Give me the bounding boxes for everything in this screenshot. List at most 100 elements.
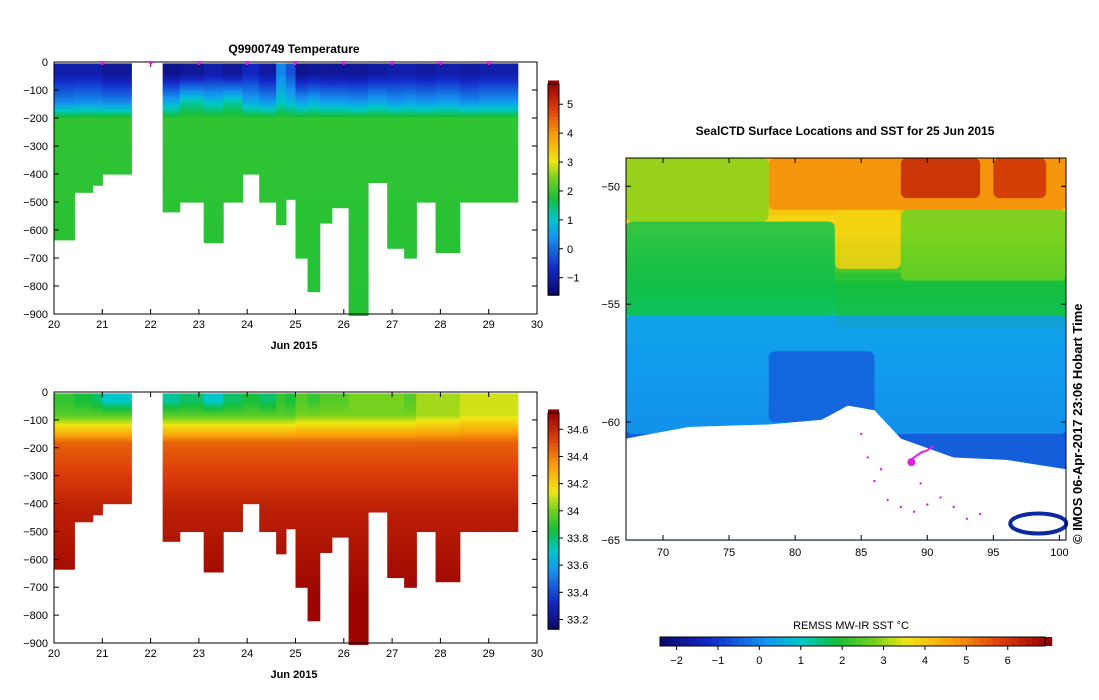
colorbar-cell: [548, 202, 559, 207]
profile-cell: [285, 488, 297, 491]
profile-cell: [416, 102, 437, 105]
profile-column: [102, 393, 132, 505]
profile-cell: [331, 484, 350, 487]
profile-cell: [319, 488, 333, 491]
profile-cell: [203, 524, 224, 527]
profile-cell: [367, 91, 388, 94]
profile-cell: [285, 418, 297, 421]
profile-cell: [435, 147, 461, 150]
profile-cell: [295, 397, 309, 400]
profile-cell: [348, 567, 369, 570]
profile-cell: [54, 168, 75, 171]
profile-cell: [387, 438, 405, 441]
profile-cell: [92, 83, 103, 85]
profile-cell: [416, 120, 437, 123]
profile-cell: [331, 98, 350, 101]
profile-cell: [319, 527, 333, 530]
profile-cell: [331, 74, 350, 77]
profile-cell: [179, 108, 205, 111]
profile-cell: [223, 465, 243, 468]
profile-cell: [276, 405, 287, 408]
profile-cell: [54, 223, 75, 225]
profile-cell: [259, 192, 277, 195]
profile-cell: [276, 101, 287, 104]
profile-cell: [285, 472, 297, 475]
profile-cell: [348, 190, 369, 193]
profile-cell: [295, 196, 309, 199]
profile-cell: [203, 123, 224, 126]
profile-cell: [295, 438, 309, 441]
profile-cell: [367, 120, 388, 123]
profile-cell: [102, 419, 132, 422]
profile-cell: [276, 424, 287, 427]
profile-cell: [92, 80, 103, 83]
profile-cell: [259, 109, 277, 112]
profile-cell: [295, 460, 309, 463]
profile-cell: [54, 449, 75, 452]
profile-cell: [307, 66, 321, 69]
profile-cell: [242, 129, 260, 132]
profile-cell: [459, 113, 480, 116]
profile-cell: [259, 510, 277, 513]
profile-cell: [331, 97, 350, 99]
profile-cell: [331, 404, 350, 407]
profile-cell: [162, 129, 181, 132]
profile-cell: [295, 562, 309, 565]
profile-cell: [404, 95, 417, 98]
profile-cell: [331, 127, 350, 130]
profile-cell: [295, 217, 309, 220]
profile-cell: [259, 189, 277, 192]
profile-cell: [102, 132, 132, 134]
profile-cell: [276, 432, 287, 435]
profile-cell: [259, 493, 277, 496]
profile-cell: [102, 88, 132, 91]
profile-cell: [102, 500, 132, 503]
profile-cell: [387, 71, 405, 74]
colorbar-cell: [548, 219, 559, 225]
profile-cell: [348, 146, 369, 148]
profile-cell: [348, 468, 369, 471]
profile-cell: [307, 421, 321, 424]
profile-cell: [223, 102, 243, 105]
profile-cell: [242, 139, 260, 141]
profile-cell: [307, 590, 321, 593]
profile-cell: [92, 414, 103, 417]
profile-cell: [223, 433, 243, 436]
profile-cell: [435, 126, 461, 129]
profile-cell: [319, 92, 333, 95]
profile-cell: [479, 190, 519, 193]
profile-cell: [162, 83, 181, 85]
profile-cell: [203, 178, 224, 181]
profile-cell: [102, 458, 132, 461]
profile-cell: [367, 104, 388, 106]
profile-cell: [162, 394, 181, 397]
profile-cell: [162, 532, 181, 535]
profile-cell: [102, 80, 132, 83]
profile-cell: [367, 143, 388, 146]
profile-cell: [331, 175, 350, 178]
profile-cell: [179, 496, 205, 499]
profile-cell: [276, 524, 287, 527]
profile-cell: [319, 190, 333, 193]
profile-cell: [74, 478, 94, 481]
profile-cell: [331, 440, 350, 443]
profile-cell: [276, 167, 287, 169]
profile-cell: [74, 126, 94, 129]
profile-cell: [74, 422, 94, 425]
profile-cell: [479, 148, 519, 151]
profile-cell: [295, 73, 309, 76]
profile-cell: [92, 127, 103, 130]
profile-cell: [348, 472, 369, 475]
profile-cell: [331, 80, 350, 83]
profile-cell: [479, 162, 519, 165]
profile-cell: [319, 520, 333, 523]
profile-cell: [404, 203, 417, 206]
profile-cell: [92, 125, 103, 127]
profile-cell: [102, 92, 132, 95]
profile-cell: [162, 438, 181, 441]
profile-cell: [276, 463, 287, 466]
profile-cell: [404, 188, 417, 190]
profile-column: [223, 63, 243, 203]
profile-cell: [276, 453, 287, 456]
